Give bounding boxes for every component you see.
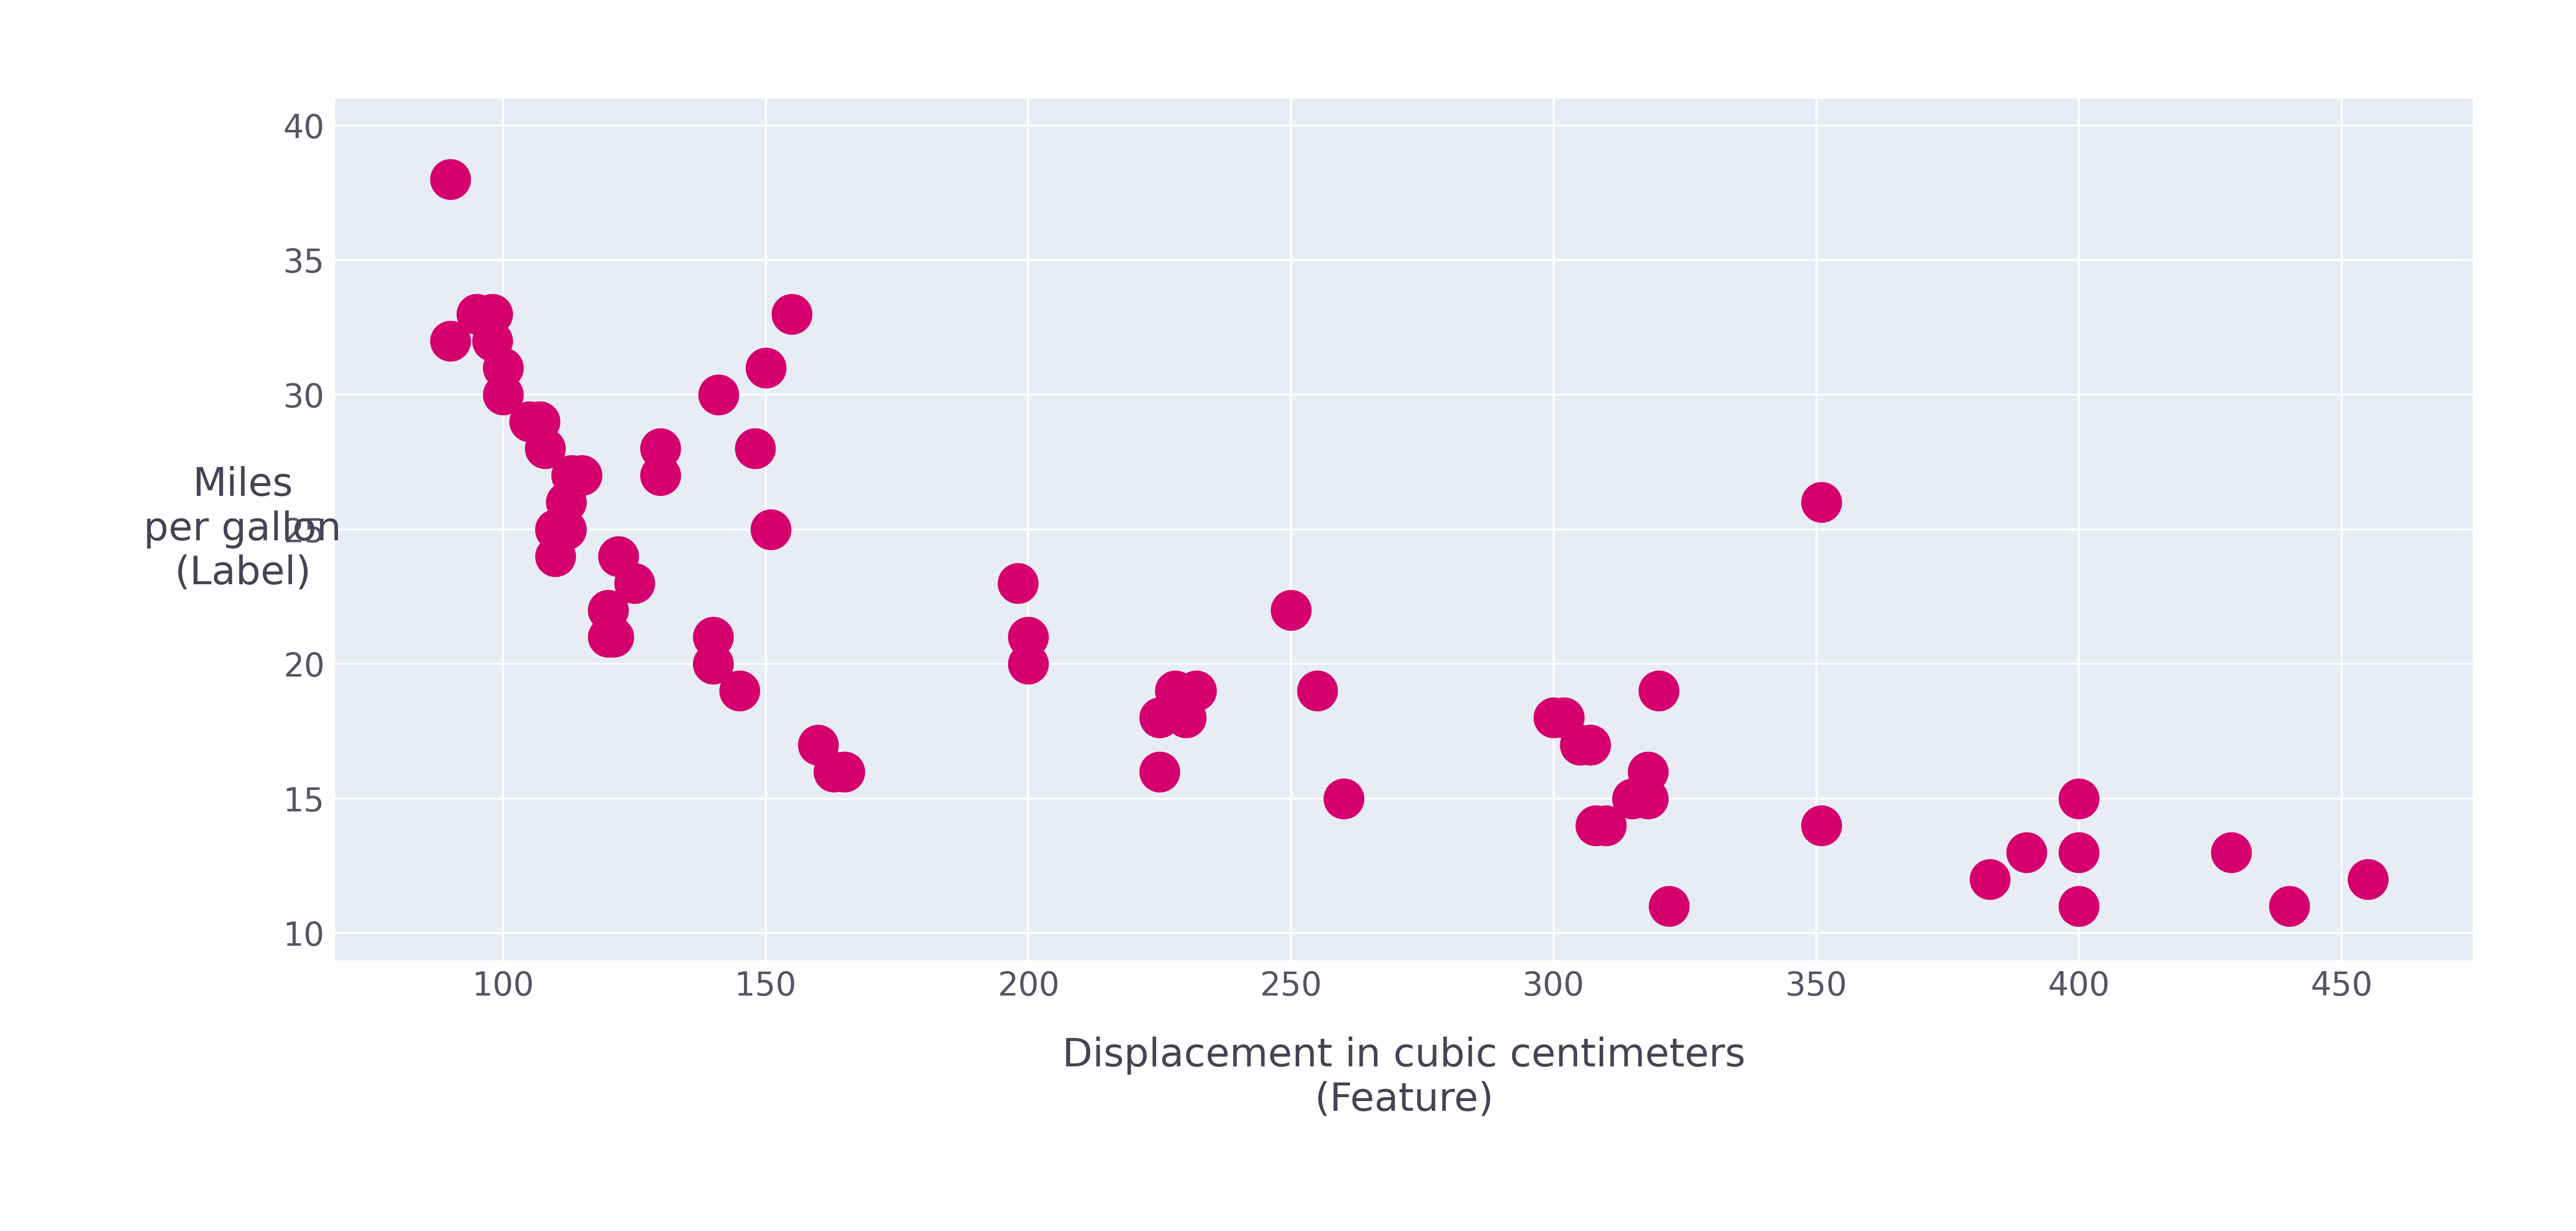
Point bbox=[430, 170, 471, 190]
Point bbox=[770, 304, 811, 324]
Point bbox=[639, 438, 680, 458]
Point bbox=[698, 385, 739, 405]
Point bbox=[562, 465, 603, 485]
Point bbox=[430, 331, 471, 351]
Point bbox=[639, 465, 680, 485]
Point bbox=[536, 519, 577, 539]
Point bbox=[1558, 735, 1600, 755]
Point bbox=[2058, 896, 2099, 916]
Point bbox=[456, 304, 497, 324]
Point bbox=[1164, 708, 1206, 728]
Point bbox=[1533, 708, 1574, 728]
Point bbox=[1154, 681, 1195, 700]
Point bbox=[1139, 708, 1180, 728]
Point bbox=[536, 519, 577, 539]
Point bbox=[2058, 789, 2099, 809]
Point bbox=[744, 358, 786, 378]
Point bbox=[536, 547, 577, 566]
Point bbox=[526, 438, 567, 458]
Point bbox=[1270, 601, 1311, 620]
Point bbox=[693, 654, 734, 673]
Point bbox=[2347, 869, 2388, 889]
Point bbox=[1175, 681, 1216, 700]
Point bbox=[482, 358, 523, 378]
Point bbox=[1007, 627, 1048, 648]
Point bbox=[1543, 708, 1584, 728]
Point bbox=[598, 547, 639, 566]
Point bbox=[2058, 842, 2099, 862]
Point bbox=[734, 438, 775, 458]
Point bbox=[1574, 816, 1615, 836]
Point bbox=[1628, 762, 1669, 782]
Point bbox=[1296, 681, 1337, 700]
Point bbox=[1587, 816, 1628, 836]
Point bbox=[1139, 762, 1180, 782]
Point bbox=[1638, 681, 1680, 700]
Y-axis label: Miles
per gallon
(Label): Miles per gallon (Label) bbox=[144, 467, 343, 592]
Point bbox=[997, 574, 1038, 593]
Point bbox=[587, 627, 629, 648]
Point bbox=[2269, 896, 2311, 916]
Point bbox=[814, 762, 855, 782]
Point bbox=[546, 492, 587, 512]
Point bbox=[2210, 842, 2251, 862]
Point bbox=[546, 519, 587, 539]
Point bbox=[1968, 869, 2009, 889]
Point bbox=[750, 519, 791, 539]
Point bbox=[482, 385, 523, 405]
Point bbox=[1628, 789, 1669, 809]
Point bbox=[1324, 789, 1365, 809]
Point bbox=[471, 304, 513, 324]
Point bbox=[1007, 654, 1048, 673]
Point bbox=[471, 331, 513, 351]
Point bbox=[587, 601, 629, 620]
X-axis label: Displacement in cubic centimeters
(Feature): Displacement in cubic centimeters (Featu… bbox=[1061, 1037, 1747, 1119]
Point bbox=[613, 574, 654, 593]
Point bbox=[824, 762, 866, 782]
Point bbox=[1649, 896, 1690, 916]
Point bbox=[1801, 816, 1842, 836]
Point bbox=[799, 735, 840, 755]
Point bbox=[507, 411, 549, 431]
Point bbox=[2007, 842, 2048, 862]
Point bbox=[592, 627, 634, 648]
Point bbox=[587, 601, 629, 620]
Point bbox=[1569, 735, 1610, 755]
Point bbox=[1613, 789, 1654, 809]
Point bbox=[693, 627, 734, 648]
Point bbox=[551, 465, 592, 485]
Point bbox=[719, 681, 760, 700]
Point bbox=[1801, 492, 1842, 512]
Point bbox=[520, 411, 562, 431]
